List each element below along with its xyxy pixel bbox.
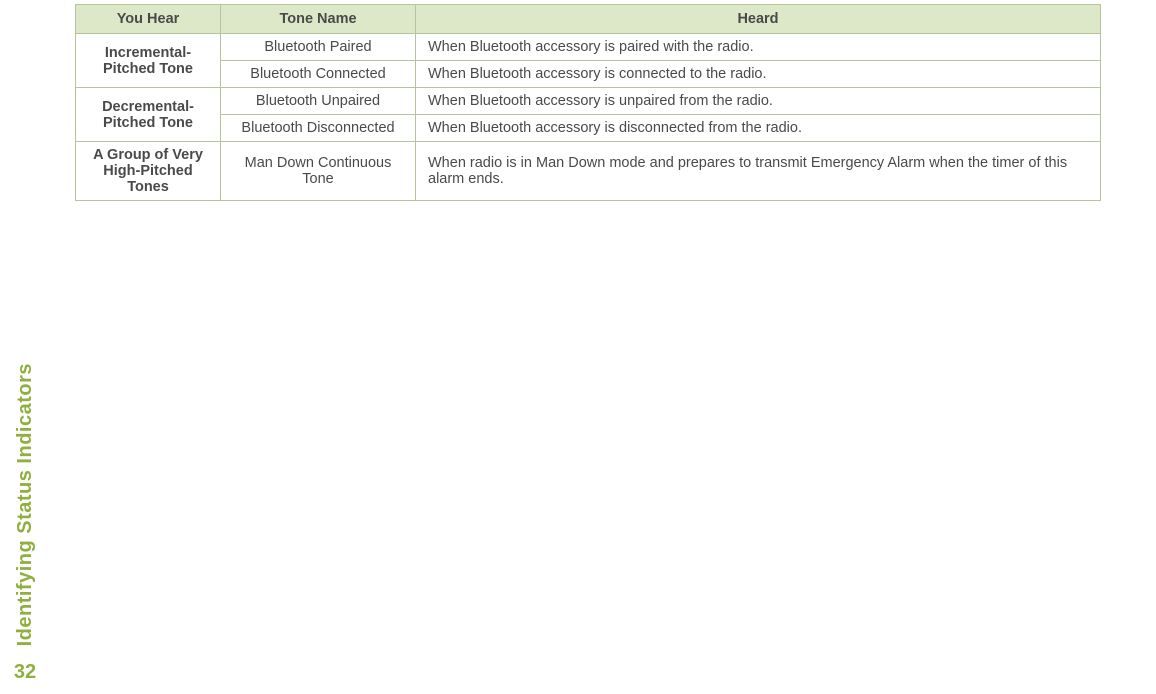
table-row: Bluetooth Disconnected When Bluetooth ac…: [76, 115, 1101, 142]
table-row: Bluetooth Connected When Bluetooth acces…: [76, 61, 1101, 88]
cell-you-hear: Incremental-Pitched Tone: [76, 34, 221, 88]
tones-table: You Hear Tone Name Heard Incremental-Pit…: [75, 4, 1101, 201]
cell-you-hear: A Group of Very High-Pitched Tones: [76, 142, 221, 201]
cell-you-hear: Decremental-Pitched Tone: [76, 88, 221, 142]
cell-tone-name: Bluetooth Connected: [221, 61, 416, 88]
cell-heard: When Bluetooth accessory is paired with …: [416, 34, 1101, 61]
table-row: Incremental-Pitched Tone Bluetooth Paire…: [76, 34, 1101, 61]
cell-heard: When radio is in Man Down mode and prepa…: [416, 142, 1101, 201]
table-row: A Group of Very High-Pitched Tones Man D…: [76, 142, 1101, 201]
cell-heard: When Bluetooth accessory is disconnected…: [416, 115, 1101, 142]
table-header-row: You Hear Tone Name Heard: [76, 5, 1101, 34]
section-title: Identifying Status Indicators: [14, 363, 37, 646]
cell-tone-name: Man Down Continuous Tone: [221, 142, 416, 201]
page-number: 32: [14, 661, 36, 684]
header-heard: Heard: [416, 5, 1101, 34]
header-tone-name: Tone Name: [221, 5, 416, 34]
cell-heard: When Bluetooth accessory is connected to…: [416, 61, 1101, 88]
table-row: Decremental-Pitched Tone Bluetooth Unpai…: [76, 88, 1101, 115]
header-you-hear: You Hear: [76, 5, 221, 34]
cell-tone-name: Bluetooth Paired: [221, 34, 416, 61]
cell-heard: When Bluetooth accessory is unpaired fro…: [416, 88, 1101, 115]
sidebar: Identifying Status Indicators 32: [0, 0, 50, 694]
main-content: You Hear Tone Name Heard Incremental-Pit…: [75, 4, 1101, 201]
cell-tone-name: Bluetooth Unpaired: [221, 88, 416, 115]
cell-tone-name: Bluetooth Disconnected: [221, 115, 416, 142]
